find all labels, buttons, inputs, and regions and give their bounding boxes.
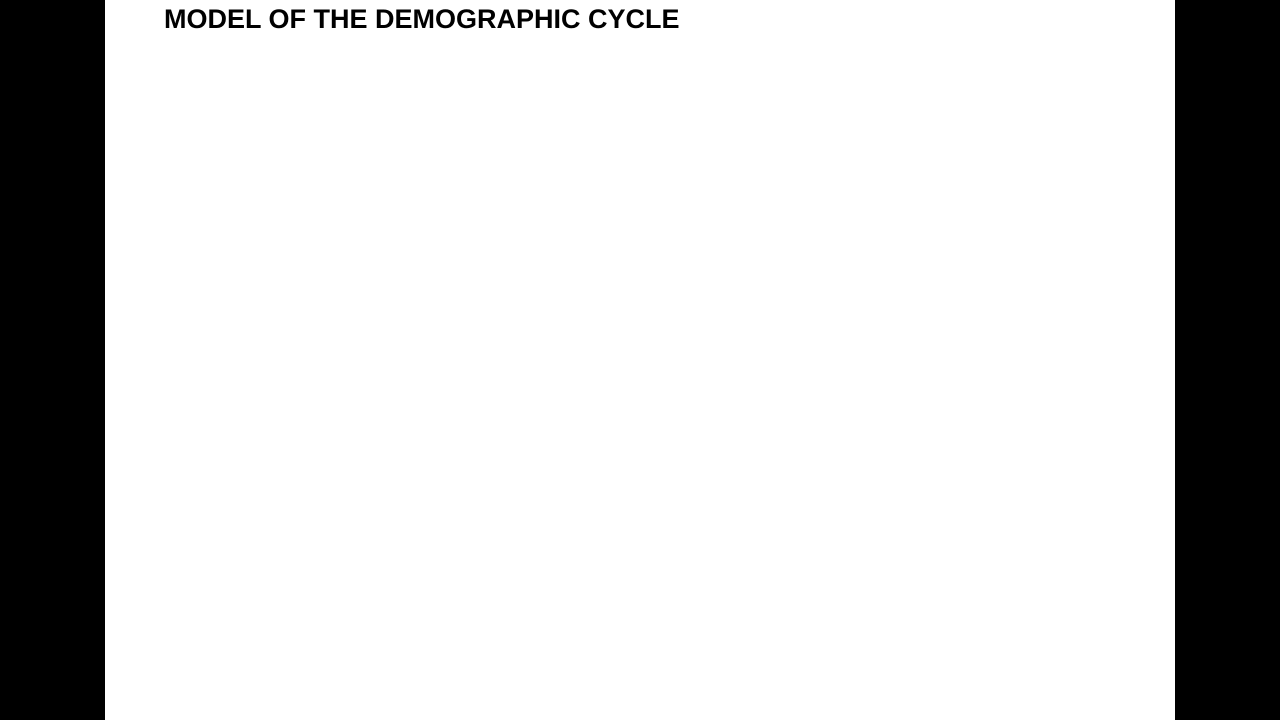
- slide-background: [105, 0, 1175, 720]
- page-title: MODEL OF THE DEMOGRAPHIC CYCLE: [164, 4, 680, 34]
